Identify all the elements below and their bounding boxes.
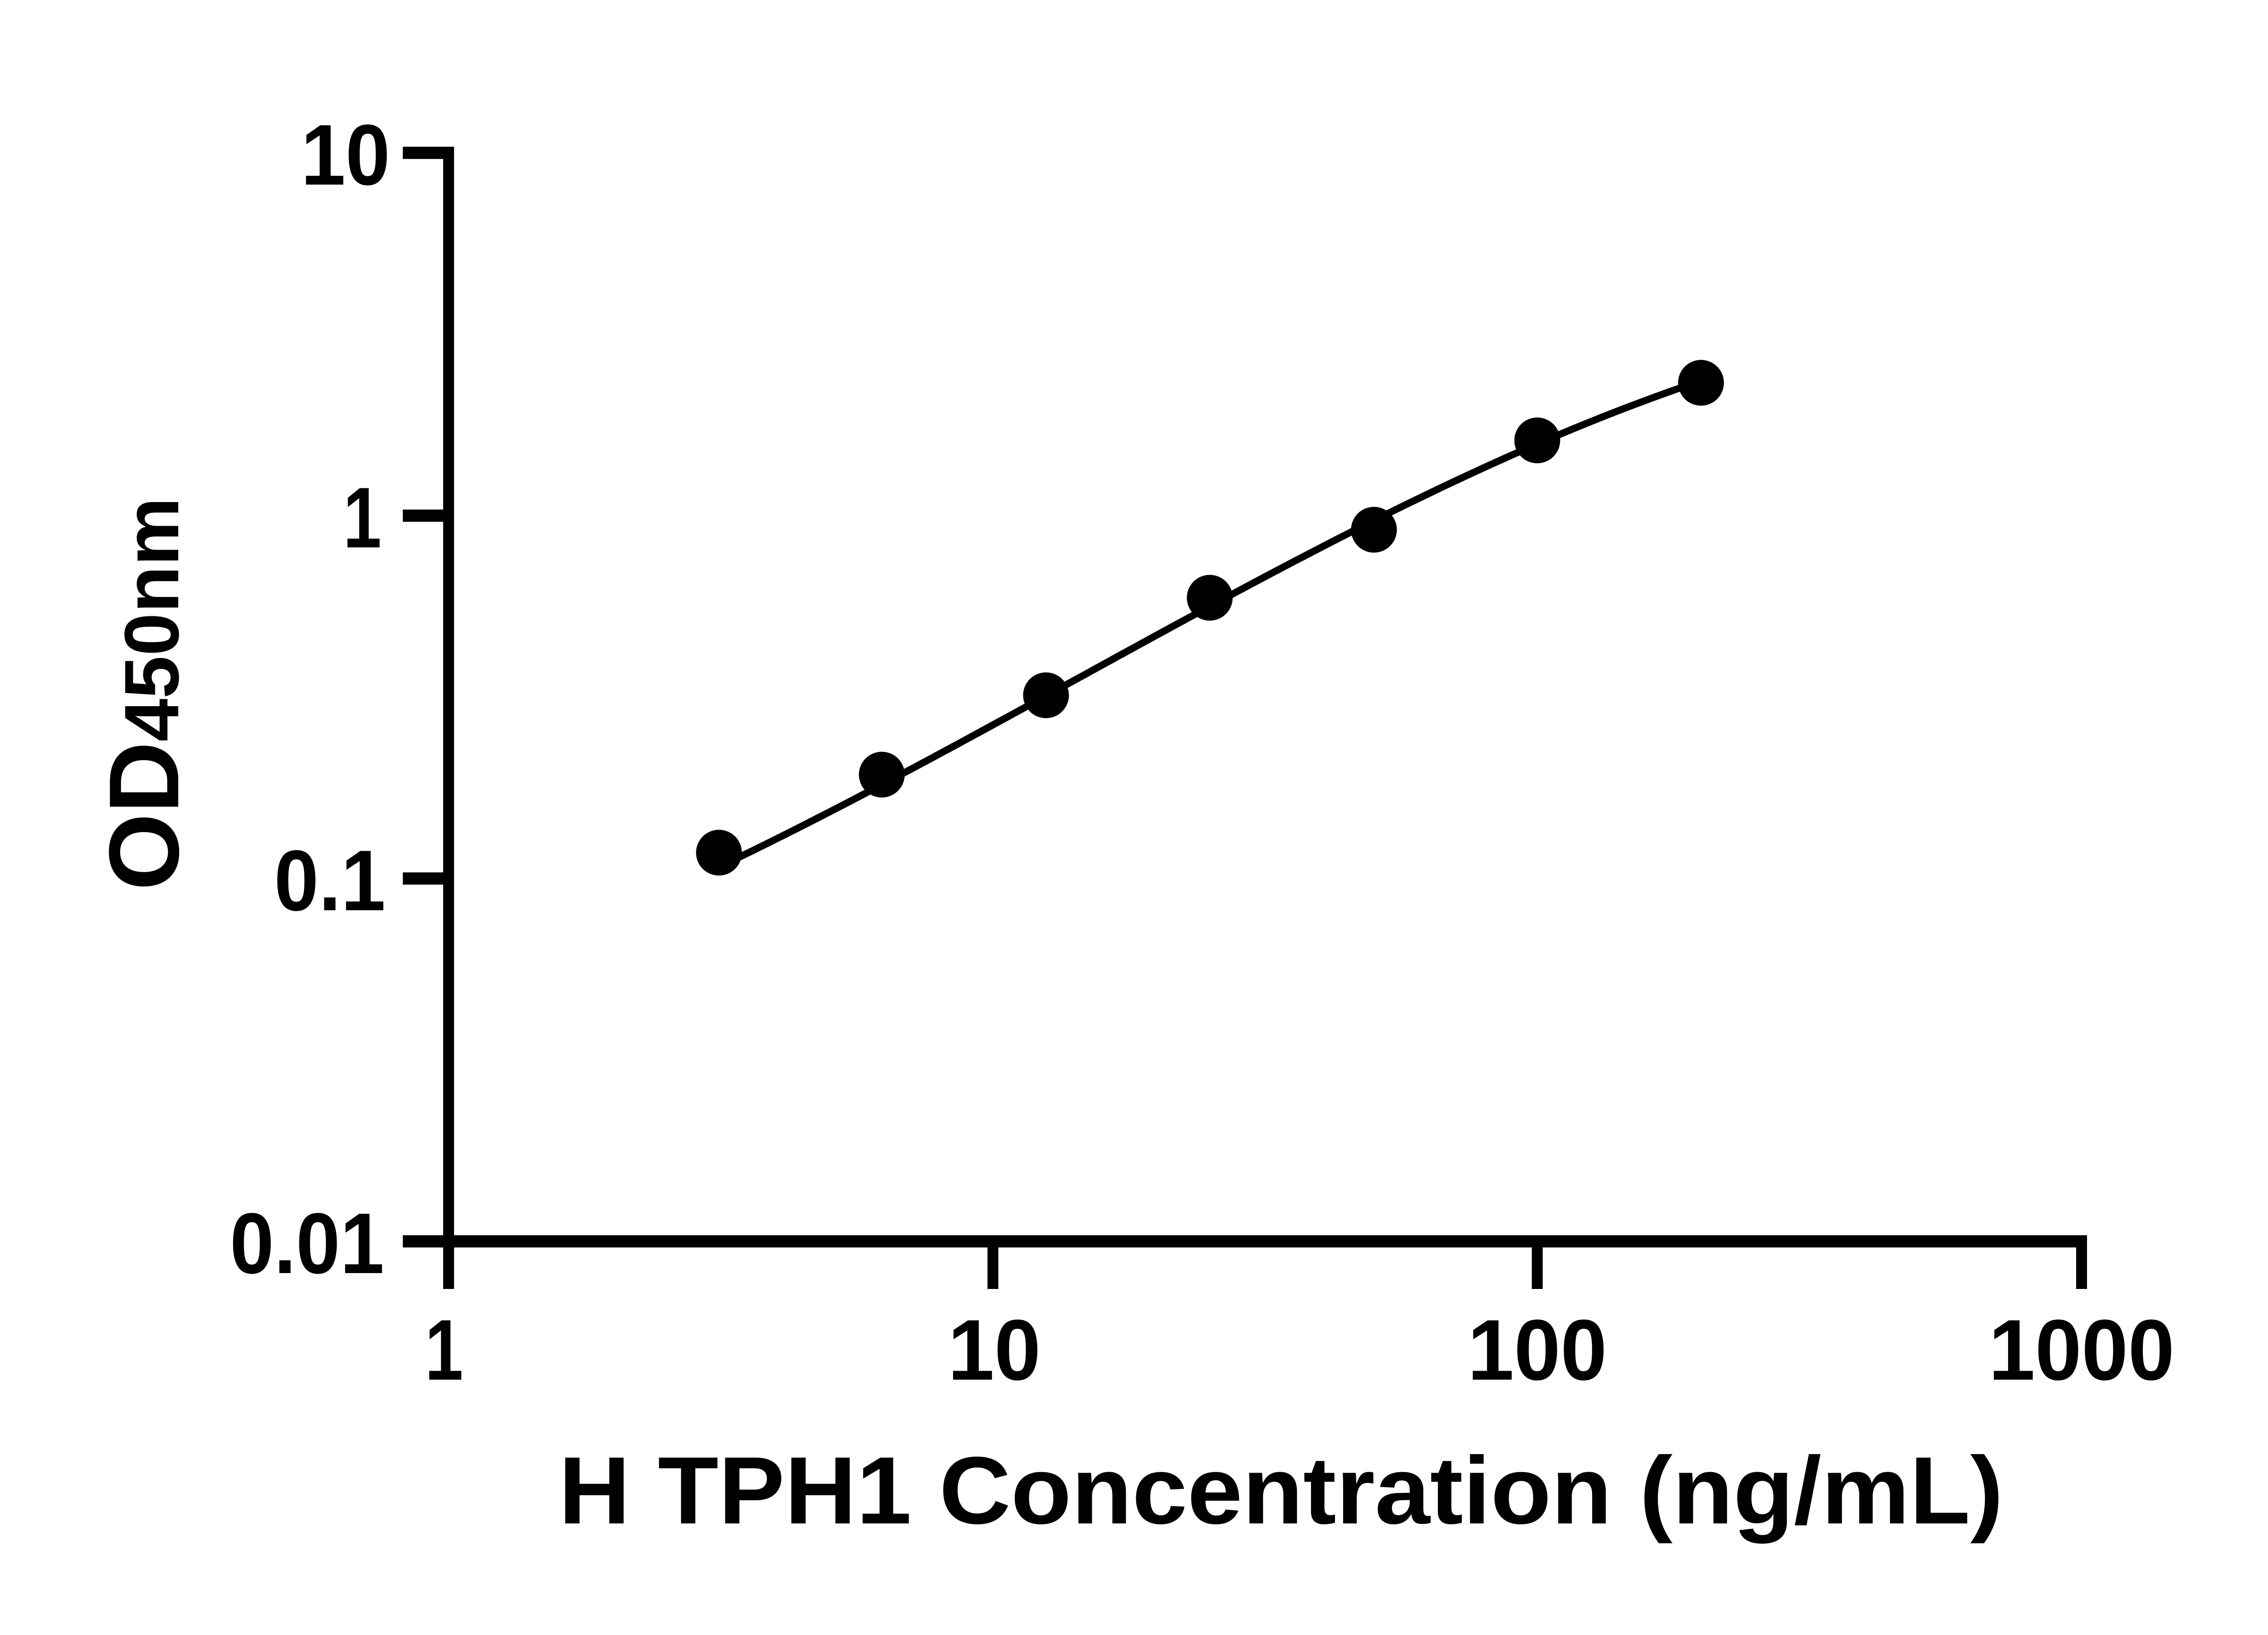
svg-text:1: 1 (343, 470, 381, 566)
svg-text:1000: 1000 (1989, 1302, 2175, 1398)
svg-text:OD450nm: OD450nm (89, 497, 200, 890)
svg-text:1: 1 (425, 1302, 464, 1398)
svg-text:0.01: 0.01 (230, 1195, 384, 1291)
svg-text:10: 10 (301, 107, 390, 203)
svg-text:H TPH1 Concentration (ng/mL): H TPH1 Concentration (ng/mL) (559, 1437, 2004, 1544)
svg-text:0.1: 0.1 (274, 832, 386, 928)
svg-text:10: 10 (948, 1302, 1041, 1398)
svg-text:100: 100 (1467, 1302, 1607, 1398)
